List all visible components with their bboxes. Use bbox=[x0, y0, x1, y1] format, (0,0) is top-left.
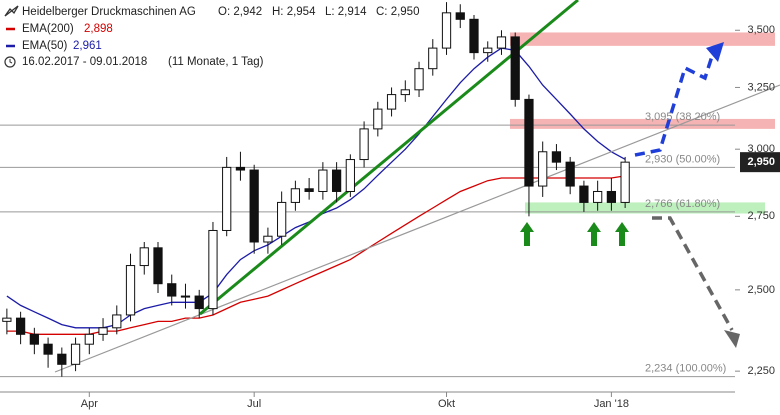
candle-body bbox=[579, 185, 589, 203]
candle-body bbox=[167, 283, 177, 297]
candle-body bbox=[400, 89, 410, 96]
candle-body bbox=[125, 265, 136, 316]
arrow-down-scenario bbox=[652, 216, 734, 331]
candle-body bbox=[606, 190, 617, 203]
candle-body bbox=[290, 188, 301, 203]
chart-icon bbox=[4, 5, 19, 17]
candle-body bbox=[235, 166, 246, 171]
header-bg bbox=[0, 0, 395, 70]
ohlc-label: L: 2,914 bbox=[325, 6, 367, 18]
candle-body bbox=[345, 159, 355, 192]
level-label: 2,930 (50.00%) bbox=[645, 153, 720, 165]
candle-body bbox=[29, 333, 39, 345]
y-tick-label: 3,250 bbox=[747, 81, 775, 93]
y-tick-label: 2,750 bbox=[747, 210, 775, 222]
legend-label: EMA(200) bbox=[22, 23, 74, 35]
zone bbox=[525, 202, 765, 214]
arrow-up-scenario bbox=[634, 49, 716, 157]
candle-body bbox=[304, 188, 314, 192]
legend-label: EMA(50) bbox=[22, 40, 68, 52]
candle-body bbox=[98, 327, 108, 335]
candle-body bbox=[57, 353, 67, 365]
candle-body bbox=[414, 68, 424, 91]
background-layer bbox=[510, 32, 775, 214]
y-tick-label: 3,500 bbox=[747, 24, 775, 36]
arrow-head bbox=[724, 330, 740, 348]
trend-line bbox=[54, 84, 780, 373]
ohlc-label: C: 2,950 bbox=[376, 6, 419, 18]
level-label: 3,095 (38.20%) bbox=[645, 111, 720, 123]
candle-body bbox=[496, 36, 507, 49]
candle-body bbox=[551, 151, 562, 163]
candle-body bbox=[359, 128, 369, 161]
candle-body bbox=[331, 169, 342, 192]
clock-hand bbox=[9, 59, 13, 64]
legend-value: 2,898 bbox=[84, 23, 113, 35]
candle-body bbox=[524, 98, 534, 187]
zone bbox=[510, 32, 775, 46]
candle-layer bbox=[2, 2, 630, 377]
candle-body bbox=[318, 169, 328, 192]
ema-line bbox=[6, 175, 626, 335]
support-arrows bbox=[520, 222, 629, 246]
candle-body bbox=[620, 161, 630, 203]
candle-body bbox=[180, 295, 191, 298]
ohlc-label: H: 2,954 bbox=[272, 6, 316, 18]
candle-body bbox=[263, 235, 273, 243]
line-layer bbox=[0, 29, 740, 397]
chart-title: Heidelberger Druckmaschinen AG bbox=[22, 6, 196, 18]
candle-body bbox=[386, 94, 397, 110]
price-tag-label: 2,950 bbox=[747, 156, 775, 168]
candle-body bbox=[43, 343, 53, 355]
price-tag bbox=[740, 152, 780, 173]
candle-body bbox=[112, 314, 122, 329]
clock-icon bbox=[4, 56, 16, 68]
candle-body bbox=[2, 317, 12, 322]
candle-body bbox=[469, 18, 479, 54]
candle-body bbox=[428, 47, 438, 70]
candle-body bbox=[208, 229, 218, 310]
candle-body bbox=[455, 12, 465, 20]
candle-body bbox=[593, 190, 603, 203]
candle-body bbox=[222, 166, 232, 231]
zone bbox=[510, 118, 775, 129]
y-tick-label: 2,500 bbox=[747, 284, 775, 296]
label-layer: 3,095 (38.20%) 2,930 (50.00%) 2,766 (61.80… bbox=[81, 24, 780, 410]
candle-body bbox=[373, 108, 383, 130]
level-label: 2,234 (100.00%) bbox=[645, 363, 726, 375]
candle-body bbox=[249, 169, 259, 243]
candle-body bbox=[538, 151, 548, 187]
ohlc-label: O: 2,942 bbox=[218, 6, 262, 18]
x-tick-label: Okt bbox=[438, 398, 455, 410]
candle-body bbox=[70, 343, 81, 365]
candle-body bbox=[153, 247, 163, 285]
period: (11 Monate, 1 Tag) bbox=[168, 56, 264, 68]
candle-body bbox=[84, 333, 94, 345]
candle-body bbox=[565, 161, 575, 187]
candle-body bbox=[483, 47, 493, 54]
x-tick-label: Jul bbox=[247, 398, 261, 410]
candle-body bbox=[194, 295, 204, 310]
x-tick-label: Apr bbox=[81, 398, 98, 410]
candle-body bbox=[441, 12, 452, 49]
level-label: 2,766 (61.80%) bbox=[645, 198, 720, 210]
y-tick-label: 3,000 bbox=[747, 143, 775, 155]
candle-body bbox=[277, 201, 287, 237]
candle-body bbox=[510, 36, 520, 100]
legend-value: 2,961 bbox=[73, 40, 102, 52]
candle-body bbox=[139, 247, 149, 267]
date-range: 16.02.2017 - 09.01.2018 bbox=[22, 56, 147, 68]
ema-line bbox=[6, 47, 626, 329]
x-tick-label: Jan '18 bbox=[594, 398, 629, 410]
candle-body bbox=[15, 317, 26, 335]
arrow-head bbox=[706, 42, 724, 62]
y-tick-label: 2,250 bbox=[747, 365, 775, 377]
